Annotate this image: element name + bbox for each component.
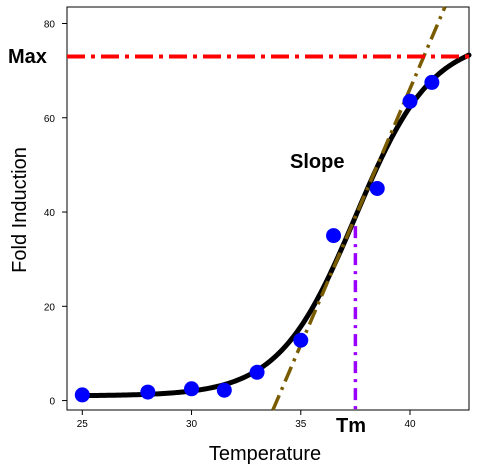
x-tick-label: 35	[295, 419, 307, 430]
data-point	[74, 387, 90, 403]
y-tick-label: 20	[44, 302, 56, 313]
y-tick-label: 0	[49, 397, 55, 408]
max-label: Max	[8, 46, 47, 68]
y-axis-title: Fold Induction	[9, 147, 31, 273]
y-tick-label: 40	[44, 208, 56, 219]
data-point	[184, 381, 200, 397]
data-point	[293, 332, 309, 348]
y-tick-label: 60	[44, 114, 56, 125]
data-point	[326, 228, 342, 244]
tick-layer: 25 30 35 40 0 20 40 60 80	[44, 19, 416, 430]
tm-label: Tm	[336, 415, 366, 437]
x-tick-label: 25	[77, 419, 89, 430]
data-point	[369, 180, 385, 196]
data-point	[216, 382, 232, 398]
plot-frame	[66, 6, 470, 411]
slope-line	[271, 6, 447, 411]
data-point	[402, 93, 418, 109]
x-axis-title: Temperature	[209, 443, 321, 465]
slope-label: Slope	[290, 151, 344, 173]
points-layer	[74, 74, 440, 403]
y-tick-label: 80	[44, 19, 56, 30]
x-tick-label: 30	[186, 419, 198, 430]
data-point	[424, 74, 440, 90]
data-point	[249, 364, 265, 380]
x-tick-label: 40	[404, 419, 416, 430]
data-point	[140, 384, 156, 400]
